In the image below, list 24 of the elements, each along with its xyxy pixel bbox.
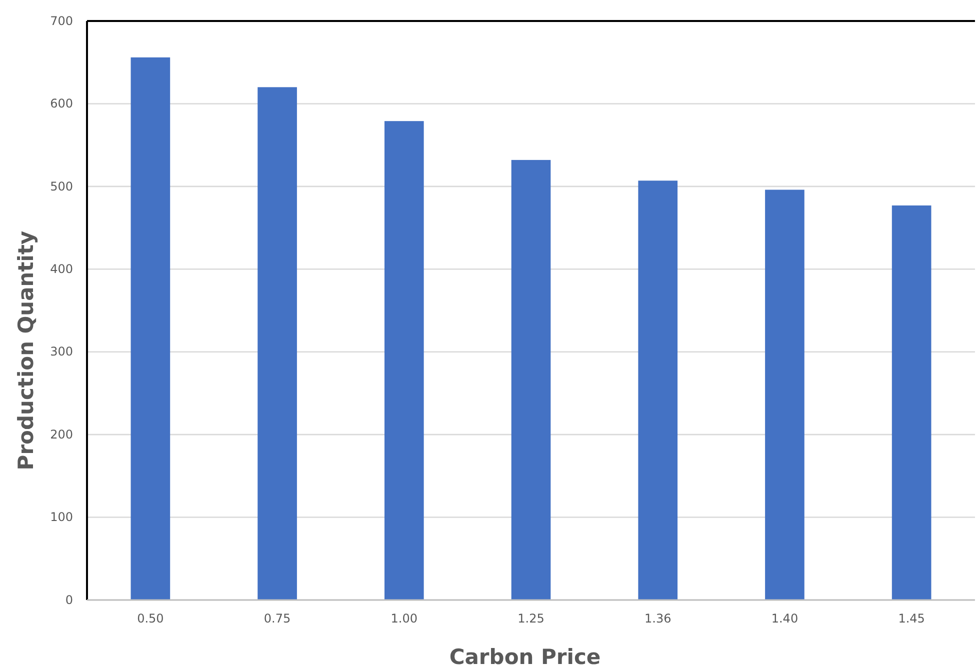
y-axis-title: Production Quantity: [14, 230, 38, 470]
bar: [892, 205, 932, 600]
bar: [638, 180, 678, 600]
x-axis-title: Carbon Price: [449, 645, 601, 669]
y-tick-label: 0: [65, 592, 73, 607]
y-tick-label: 600: [50, 96, 73, 111]
bar: [258, 87, 297, 600]
x-tick-label: 1.25: [518, 612, 544, 626]
x-tick-label: 1.40: [771, 612, 798, 626]
x-tick-label: 1.00: [390, 612, 418, 626]
y-tick-label: 500: [50, 179, 73, 194]
y-tick-label: 200: [50, 427, 73, 442]
x-tick-label: 1.36: [644, 612, 672, 626]
y-tick-label: 100: [50, 510, 73, 524]
x-tick-label: 0.75: [264, 612, 291, 626]
x-tick-label: 0.50: [137, 612, 164, 626]
y-tick-label: 400: [50, 262, 73, 276]
bar: [765, 190, 804, 600]
bar: [511, 160, 551, 600]
bar: [384, 121, 424, 600]
y-tick-label: 300: [50, 344, 73, 359]
x-tick-label: 1.45: [898, 612, 925, 626]
bar: [130, 57, 170, 600]
y-tick-label: 700: [50, 14, 73, 28]
